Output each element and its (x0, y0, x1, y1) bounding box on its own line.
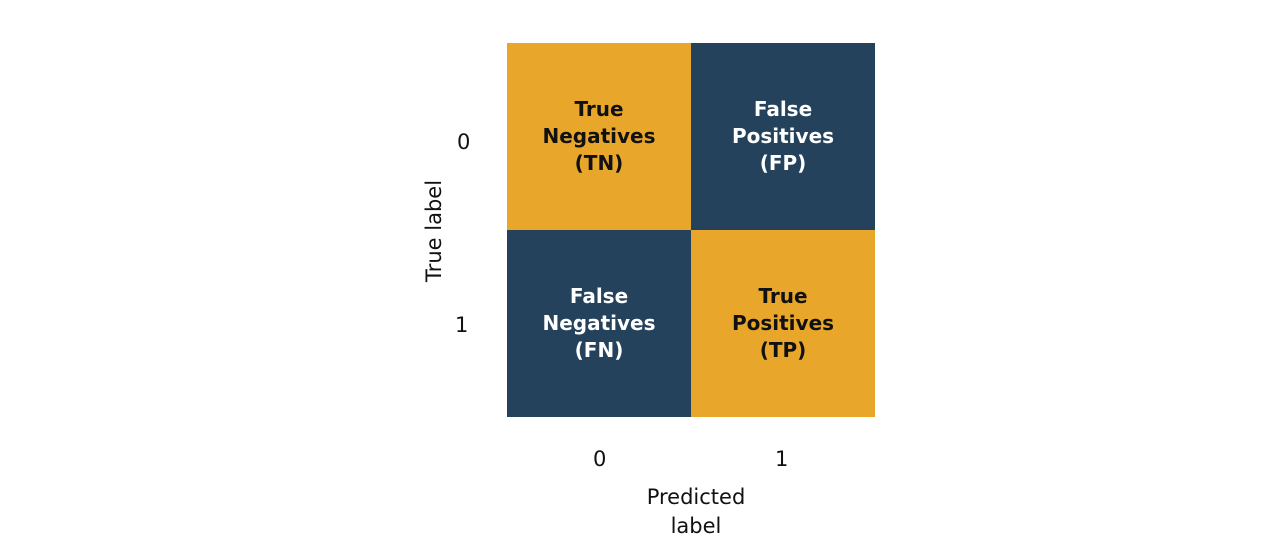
cell-line: (FN) (574, 338, 624, 362)
y-tick-label: 1 (455, 313, 469, 337)
cell-line: True (574, 97, 624, 121)
x-tick-label: 0 (593, 447, 607, 471)
cell-line: (FP) (759, 151, 807, 175)
cell-line: Positives (731, 311, 835, 335)
cell-true-negatives: True Negatives (TN) (507, 43, 691, 230)
x-tick-label: 1 (775, 447, 789, 471)
cell-line: (TP) (759, 338, 807, 362)
cell-false-positives: False Positives (FP) (691, 43, 875, 230)
cell-text-true-negatives: True Negatives (TN) (514, 96, 684, 177)
cell-line: False (753, 97, 813, 121)
x-axis-label-line: label (670, 514, 722, 538)
x-axis-label-line: Predicted (646, 485, 746, 509)
cell-text-true-positives: True Positives (TP) (698, 283, 868, 364)
cell-false-negatives: False Negatives (FN) (507, 230, 691, 417)
x-axis-label: Predicted label (596, 483, 796, 541)
cell-text-false-negatives: False Negatives (FN) (514, 283, 684, 364)
cell-line: False (569, 284, 629, 308)
cell-line: Negatives (542, 124, 656, 148)
cell-line: Positives (731, 124, 835, 148)
y-tick-label: 0 (457, 130, 471, 154)
cell-line: True (758, 284, 808, 308)
cell-line: Negatives (542, 311, 656, 335)
y-axis-label: True label (422, 179, 446, 283)
cell-text-false-positives: False Positives (FP) (698, 96, 868, 177)
cell-true-positives: True Positives (TP) (691, 230, 875, 417)
cell-line: (TN) (574, 151, 624, 175)
